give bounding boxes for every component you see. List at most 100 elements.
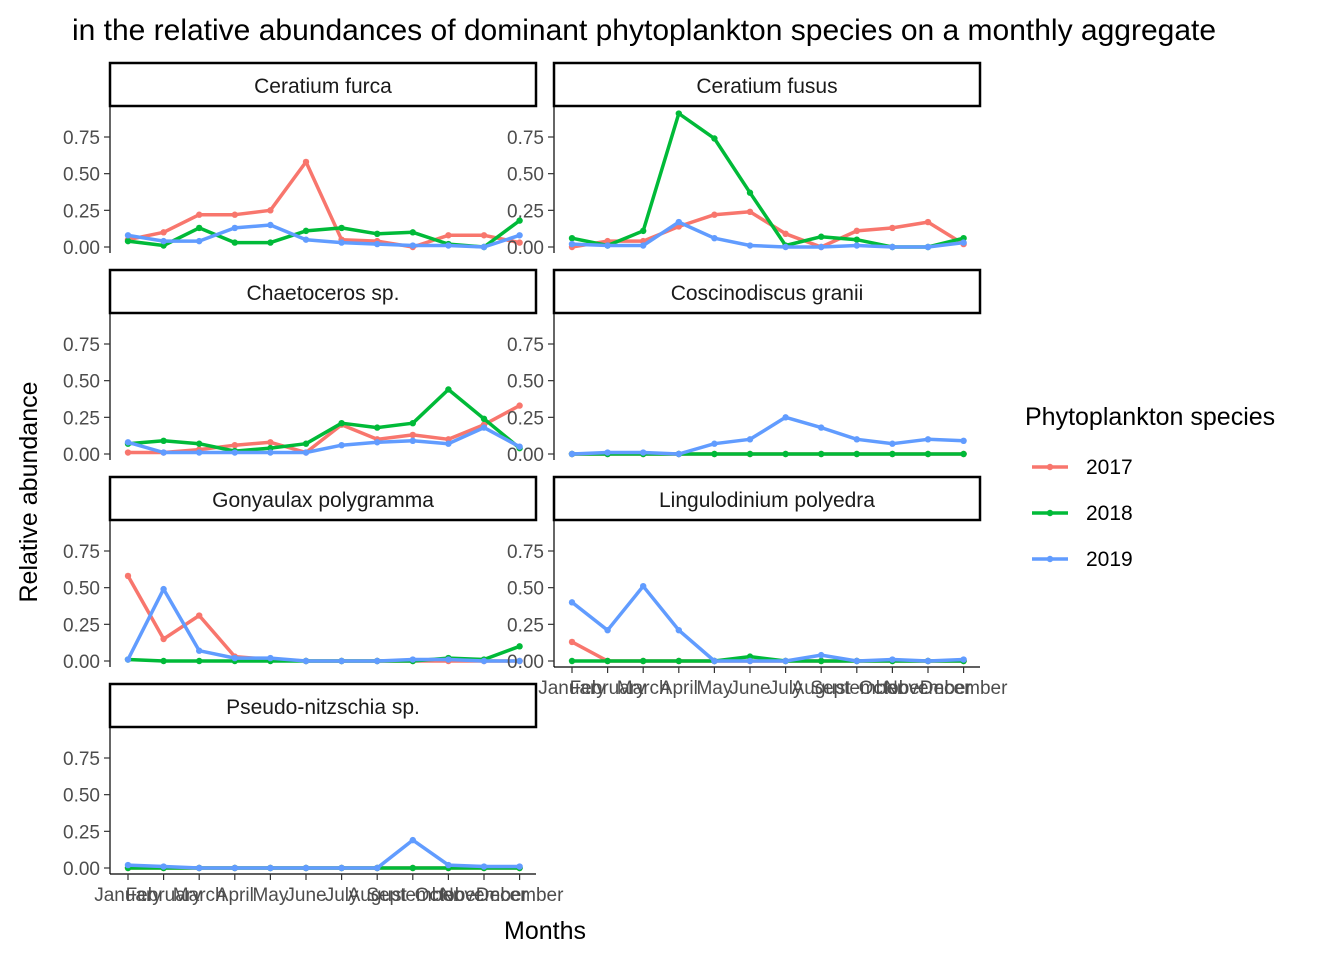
data-point-2019 [516,232,523,239]
data-point-2019 [889,440,896,447]
y-tick-label: 0.50 [507,579,544,600]
facet-strip-label: Chaetoceros sp. [247,282,400,305]
data-point-2019 [160,237,167,245]
data-point-2018 [568,235,576,242]
data-point-2019 [746,242,754,249]
data-point-2019 [604,242,611,249]
x-tick-label: April [660,678,698,699]
x-tick-label: September [810,678,904,699]
data-point-2019 [124,232,132,239]
data-point-2019 [196,647,203,654]
data-point-2019 [231,654,238,662]
data-point-2018 [338,224,345,232]
data-point-2017 [124,449,132,456]
series-line-2019 [127,223,521,249]
x-tick-label: May [696,678,732,699]
y-tick-label: 0.50 [63,165,100,186]
data-point-2019 [782,657,789,665]
data-point-2017 [889,224,896,232]
data-point-2017 [924,218,932,226]
x-tick-label: November [884,678,972,699]
data-point-2018 [160,437,167,444]
data-point-2017 [302,158,310,166]
data-point-2019 [480,863,488,870]
data-point-2018 [818,450,825,458]
data-point-2018 [267,444,274,452]
facet-strip-label: Ceratium furca [254,75,392,98]
facet-strip [552,268,982,315]
x-tick-label: September [366,885,460,906]
facet-panels: Ceratium furca 0.00 0.25 0.50 0.75 Ceratium f… [63,61,1008,906]
facet-panel: Ceratium furca 0.00 0.25 0.50 0.75 [63,61,538,259]
data-point-2019 [746,436,754,443]
data-point-2018 [568,657,576,665]
x-tick-label: May [252,885,288,906]
data-point-2018 [160,657,167,665]
data-point-2017 [124,572,132,580]
series-line-2019 [127,425,521,455]
data-point-2018 [889,450,896,458]
x-tick-label: October [859,678,927,699]
data-point-2018 [960,450,967,458]
facet-panel: Chaetoceros sp. 0.00 0.25 0.50 0.75 [63,268,538,466]
data-point-2019 [853,657,860,665]
data-point-2019 [302,236,310,243]
data-point-2019 [924,243,932,251]
data-point-2019 [160,863,167,870]
data-point-2018 [782,450,789,458]
data-point-2019 [480,657,488,665]
data-point-2019 [853,436,860,443]
legend-key-point [1046,463,1054,471]
y-tick-label: 0.25 [63,201,100,222]
data-point-2018 [853,450,860,458]
y-tick-label: 0.50 [63,786,100,807]
y-tick-label: 0.25 [507,408,544,429]
series-line-2017 [127,160,520,249]
y-tick-label: 0.00 [507,652,544,673]
data-point-2017 [480,232,488,239]
x-axis-title: Months [504,917,586,945]
data-point-2018 [124,237,132,245]
data-point-2019 [604,627,611,634]
data-point-2019 [782,414,789,421]
data-point-2017 [267,439,274,446]
data-point-2019 [711,657,718,665]
facet-strip [108,475,538,522]
data-point-2019 [374,657,381,665]
data-point-2019 [675,218,682,226]
data-point-2019 [516,443,523,450]
data-point-2019 [124,861,132,869]
x-tick-label: January [538,678,606,699]
facet-panel: Lingulodinium polyedra 0.00 0.25 0.50 0.75 Ja… [507,475,1008,699]
data-point-2019 [818,424,825,431]
y-tick-label: 0.50 [507,372,544,393]
y-tick-label: 0.75 [507,335,544,356]
data-point-2018 [746,653,754,660]
data-point-2019 [267,864,274,872]
data-point-2018 [267,239,274,246]
data-point-2017 [445,232,452,239]
facet-strip [108,61,538,108]
data-point-2017 [568,638,576,646]
x-tick-label: July [769,678,803,699]
data-point-2018 [746,189,754,196]
data-point-2019 [746,657,754,665]
series-line-2017 [571,210,965,249]
y-tick-label: 0.00 [63,652,100,673]
data-point-2018 [675,657,682,665]
series-line-2018 [127,387,521,453]
data-point-2019 [302,657,310,665]
data-point-2017 [409,431,416,439]
facet-strip [108,682,538,729]
legend-label: 2019 [1086,548,1133,571]
data-point-2018 [196,440,203,447]
data-point-2019 [124,656,132,663]
y-tick-label: 0.75 [63,749,100,770]
data-point-2019 [711,235,718,242]
data-point-2019 [409,242,416,249]
data-point-2019 [516,657,523,665]
data-point-2019 [160,585,167,593]
facet-panel: Ceratium fusus 0.00 0.25 0.50 0.75 [507,61,982,259]
x-tick-label: August [792,678,852,699]
data-point-2018 [302,227,310,235]
